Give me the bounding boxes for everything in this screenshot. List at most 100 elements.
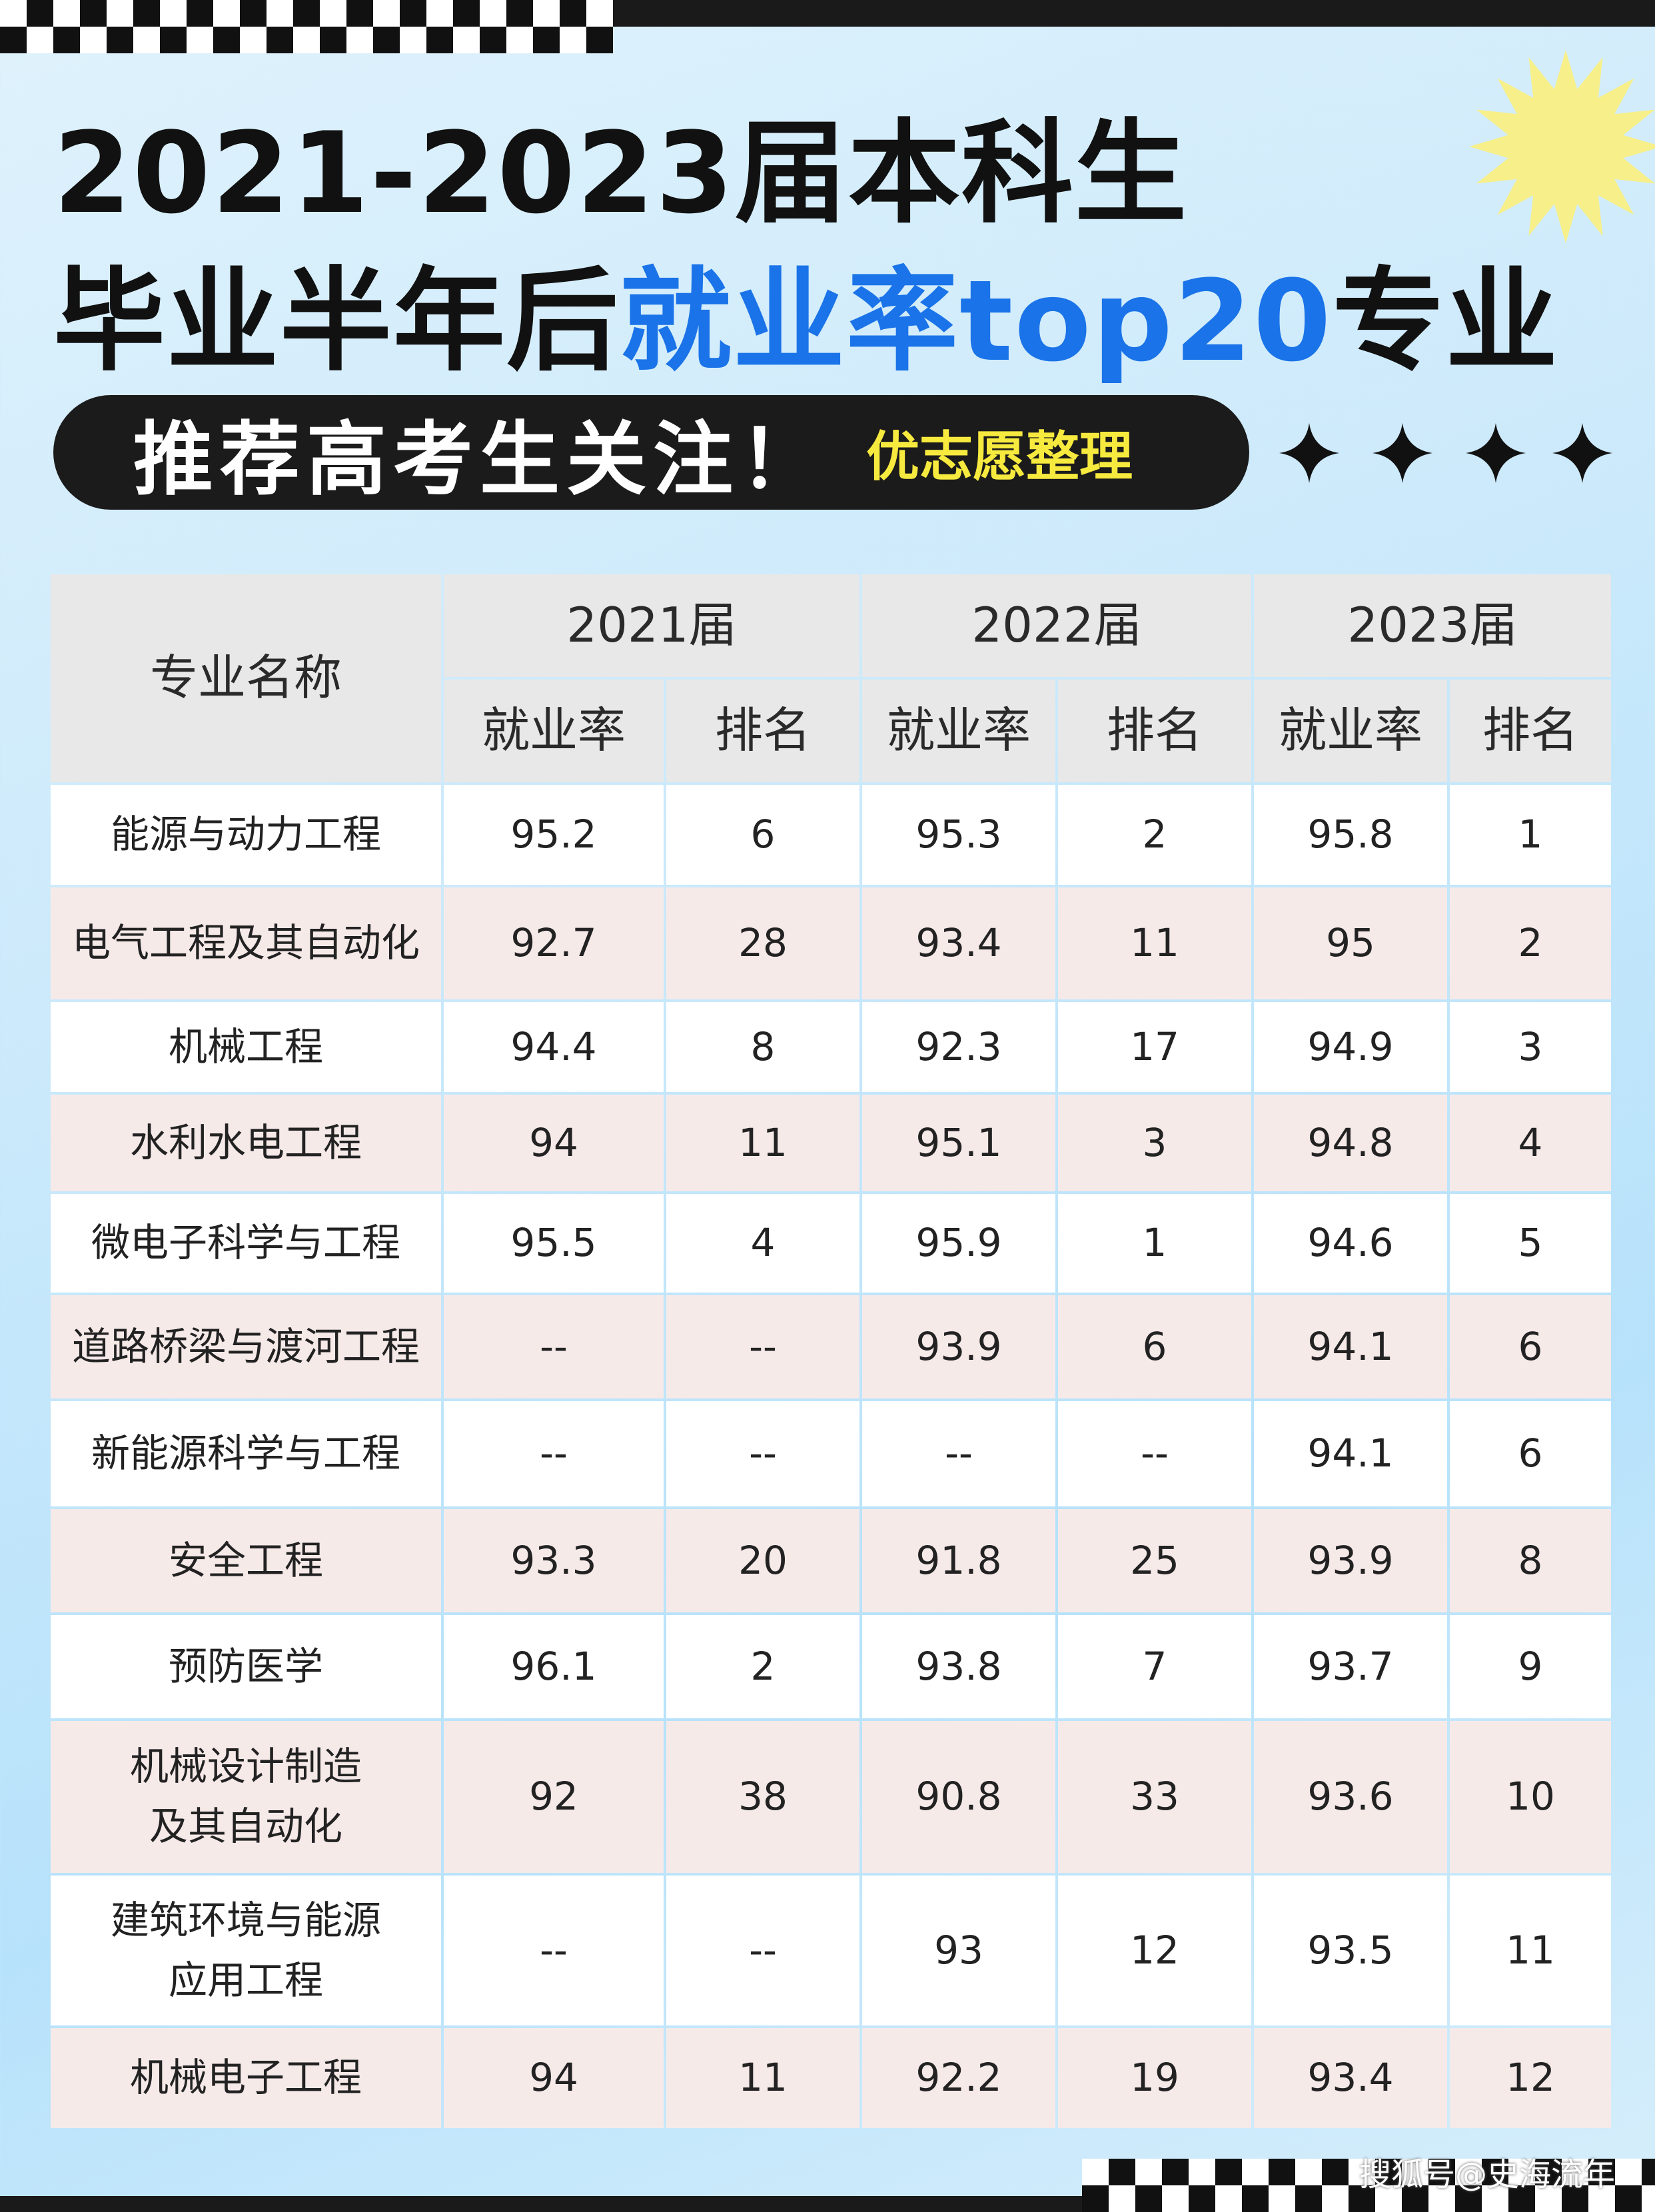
rank-cell: -- <box>666 1401 859 1506</box>
checker-pattern-top <box>0 0 613 53</box>
sparkle-icons <box>1279 423 1612 483</box>
rate-cell: 95.9 <box>862 1194 1055 1293</box>
rate-cell: 93 <box>862 1876 1055 2025</box>
major-name-cell: 道路桥梁与渡河工程 <box>51 1295 441 1398</box>
page-title: 2021-2023届本科生 毕业半年后就业率top20专业 <box>53 100 1559 396</box>
rate-cell: 94.1 <box>1254 1401 1447 1506</box>
rate-cell: 93.6 <box>1254 1721 1447 1873</box>
rate-cell: 93.5 <box>1254 1876 1447 2025</box>
table-row: 机械电子工程 94 11 92.2 19 93.4 12 <box>51 2028 1611 2128</box>
table-row: 微电子科学与工程 95.5 4 95.9 1 94.6 5 <box>51 1194 1611 1293</box>
title-line-2-suffix: 专业 <box>1332 255 1559 386</box>
rank-cell: 11 <box>666 1095 859 1191</box>
rank-cell: 1 <box>1058 1194 1251 1293</box>
rank-cell: 7 <box>1058 1615 1251 1718</box>
sparkle-icon <box>1466 423 1526 483</box>
rate-cell: -- <box>862 1401 1055 1506</box>
rate-cell: 93.9 <box>1254 1509 1447 1612</box>
rate-cell: 96.1 <box>444 1615 664 1718</box>
major-name-cell: 机械工程 <box>51 1002 441 1092</box>
major-name-line: 建筑环境与能源 <box>110 1897 381 1943</box>
rank-cell: 8 <box>666 1002 859 1092</box>
rank-cell: 2 <box>1450 887 1611 999</box>
major-name-line: 预防医学 <box>168 1643 323 1689</box>
banner-main-text: 推荐高考生关注！ <box>133 414 826 506</box>
table-row: 机械设计制造 及其自动化 92 38 90.8 33 93.6 10 <box>51 1721 1611 1873</box>
rate-cell: 92.3 <box>862 1002 1055 1092</box>
rank-cell: 9 <box>1450 1615 1611 1718</box>
employment-rate-table: 专业名称 2021届 2022届 2023届 就业率 排名 就业率 排名 就业率… <box>48 572 1611 2131</box>
rate-cell: 94.1 <box>1254 1295 1447 1398</box>
rate-cell: 94 <box>444 1095 664 1191</box>
major-name-cell: 预防医学 <box>51 1615 441 1718</box>
major-name-cell: 水利水电工程 <box>51 1095 441 1191</box>
rank-cell: 6 <box>1450 1295 1611 1398</box>
title-line-1: 2021-2023届本科生 <box>53 108 1188 239</box>
major-name-cell: 微电子科学与工程 <box>51 1194 441 1293</box>
rank-cell: -- <box>1058 1401 1251 1506</box>
rate-cell: -- <box>444 1401 664 1506</box>
rate-cell: -- <box>444 1295 664 1398</box>
rank-cell: -- <box>666 1295 859 1398</box>
rank-cell: 6 <box>1058 1295 1251 1398</box>
rank-cell: 17 <box>1058 1002 1251 1092</box>
rate-cell: 95.8 <box>1254 785 1447 885</box>
checker-pattern-bottom <box>1082 2159 1655 2212</box>
table-row: 新能源科学与工程 -- -- -- -- 94.1 6 <box>51 1401 1611 1506</box>
major-name-line: 能源与动力工程 <box>110 812 381 857</box>
major-name-cell: 能源与动力工程 <box>51 785 441 885</box>
rate-cell: 95.2 <box>444 785 664 885</box>
rate-cell: 93.4 <box>862 887 1055 999</box>
rank-cell: 3 <box>1450 1002 1611 1092</box>
starburst-icon <box>1469 50 1655 243</box>
rate-header: 就业率 <box>1254 680 1447 782</box>
year-header: 2022届 <box>862 574 1251 677</box>
rank-cell: 4 <box>666 1194 859 1293</box>
title-line-2-prefix: 毕业半年后 <box>53 255 620 386</box>
recommend-banner: 推荐高考生关注！ 优志愿整理 <box>53 395 1249 510</box>
rate-cell: 92.2 <box>862 2028 1055 2128</box>
rate-cell: 91.8 <box>862 1509 1055 1612</box>
rate-cell: 95 <box>1254 887 1447 999</box>
rank-header: 排名 <box>666 680 859 782</box>
table-row: 预防医学 96.1 2 93.8 7 93.7 9 <box>51 1615 1611 1718</box>
banner-source-text: 优志愿整理 <box>866 426 1133 488</box>
rank-cell: -- <box>666 1876 859 2025</box>
major-name-line: 应用工程 <box>168 1957 323 2003</box>
rate-cell: 93.3 <box>444 1509 664 1612</box>
rate-cell: 93.8 <box>862 1615 1055 1718</box>
rate-cell: 93.4 <box>1254 2028 1447 2128</box>
major-name-line: 道路桥梁与渡河工程 <box>71 1323 420 1369</box>
rate-cell: 95.3 <box>862 785 1055 885</box>
rank-cell: 2 <box>1058 785 1251 885</box>
major-name-cell: 安全工程 <box>51 1509 441 1612</box>
rank-cell: 11 <box>1450 1876 1611 2025</box>
rank-cell: 11 <box>1058 887 1251 999</box>
table-row: 能源与动力工程 95.2 6 95.3 2 95.8 1 <box>51 785 1611 885</box>
rank-header: 排名 <box>1450 680 1611 782</box>
major-name-cell: 机械电子工程 <box>51 2028 441 2128</box>
rate-cell: 94.9 <box>1254 1002 1447 1092</box>
rate-cell: 95.5 <box>444 1194 664 1293</box>
rank-cell: 11 <box>666 2028 859 2128</box>
rank-cell: 25 <box>1058 1509 1251 1612</box>
rank-cell: 38 <box>666 1721 859 1873</box>
major-name-line: 机械设计制造 <box>129 1744 362 1790</box>
rank-cell: 4 <box>1450 1095 1611 1191</box>
rank-cell: 6 <box>666 785 859 885</box>
rate-cell: 92 <box>444 1721 664 1873</box>
major-name-line: 机械电子工程 <box>129 2055 362 2101</box>
major-name-cell: 建筑环境与能源 应用工程 <box>51 1876 441 2025</box>
table-row: 机械工程 94.4 8 92.3 17 94.9 3 <box>51 1002 1611 1092</box>
watermark: 搜狐号@史海流年 <box>1359 2156 1615 2193</box>
major-name-cell: 新能源科学与工程 <box>51 1401 441 1506</box>
major-name-line: 电气工程及其自动化 <box>71 920 420 966</box>
rate-cell: 93.7 <box>1254 1615 1447 1718</box>
rank-cell: 20 <box>666 1509 859 1612</box>
major-name-line: 水利水电工程 <box>129 1119 362 1165</box>
rank-cell: 12 <box>1058 1876 1251 2025</box>
table-row: 安全工程 93.3 20 91.8 25 93.9 8 <box>51 1509 1611 1612</box>
rate-cell: -- <box>444 1876 664 2025</box>
rank-cell: 2 <box>666 1615 859 1718</box>
rank-cell: 8 <box>1450 1509 1611 1612</box>
